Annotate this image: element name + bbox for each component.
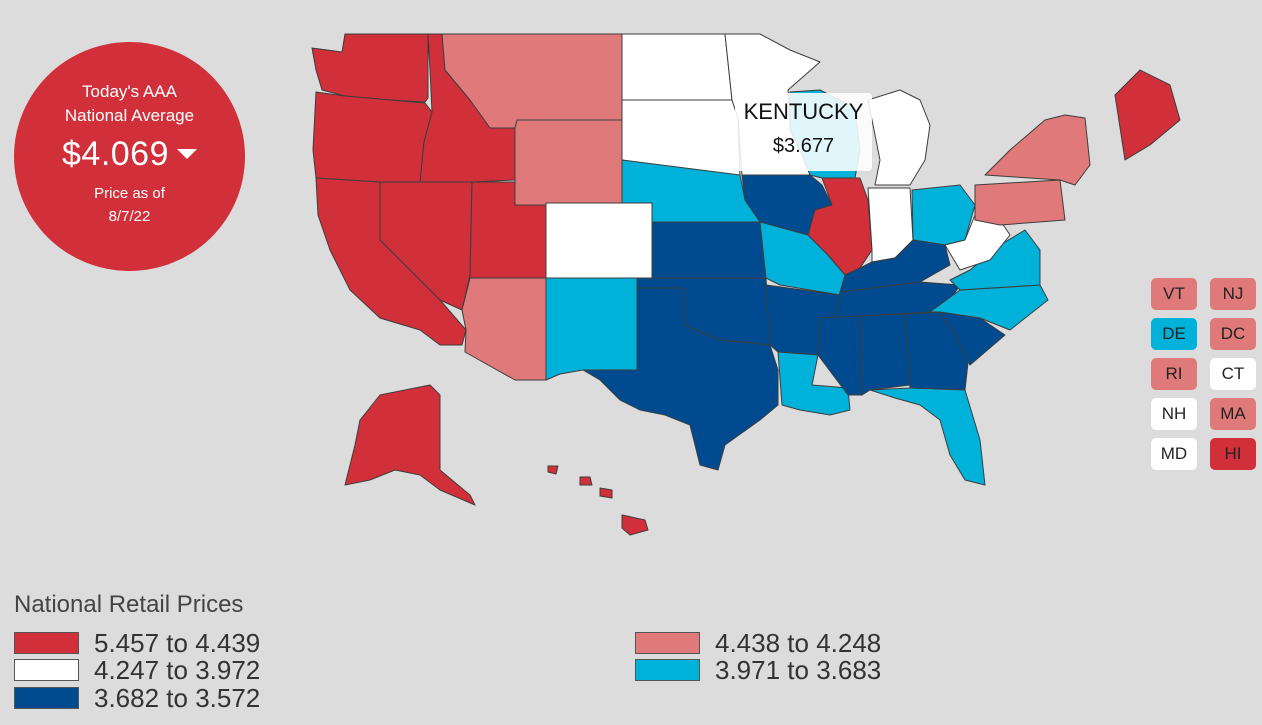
caret-down-icon[interactable] — [177, 149, 197, 160]
state-ohio[interactable] — [911, 184, 976, 246]
badge-line2: National Average — [64, 106, 195, 125]
state-wyoming[interactable] — [514, 119, 623, 206]
badge-line1: Today's AAA — [82, 82, 177, 101]
national-average-price[interactable]: $4.069 — [14, 135, 245, 174]
state-north-dakota[interactable] — [621, 33, 733, 101]
state-tooltip: KENTUCKY $3.677 — [735, 93, 872, 171]
state-washington[interactable] — [311, 33, 429, 103]
legend-swatch — [635, 632, 700, 654]
legend-swatch — [14, 687, 79, 709]
small-state-nh[interactable]: NH — [1151, 398, 1197, 430]
state-kansas[interactable] — [651, 221, 767, 279]
tooltip-state-name: KENTUCKY — [743, 99, 864, 124]
state-mississippi[interactable] — [817, 315, 863, 396]
national-average-badge: Today's AAA National Average $4.069 Pric… — [14, 42, 245, 271]
state-pennsylvania[interactable] — [974, 179, 1066, 226]
asof-line1: Price as of — [94, 185, 165, 202]
legend-swatch — [635, 659, 700, 681]
state-new-mexico[interactable] — [545, 277, 638, 381]
tooltip-state-price: $3.677 — [772, 135, 835, 157]
price-date: Price as of 8/7/22 — [14, 182, 245, 228]
small-state-nj[interactable]: NJ — [1210, 278, 1256, 310]
asof-line2: 8/7/22 — [108, 208, 151, 225]
legend-swatch — [14, 632, 79, 654]
state-kentucky[interactable] — [839, 239, 951, 293]
legend-label: 3.682 to 3.572 — [94, 683, 261, 713]
legend-swatch — [14, 659, 79, 681]
state-hawaii[interactable] — [547, 465, 649, 536]
legend-label: 5.457 to 4.439 — [94, 628, 261, 658]
state-alabama[interactable] — [859, 313, 911, 396]
small-state-md[interactable]: MD — [1151, 438, 1197, 470]
badge-heading: Today's AAA National Average — [14, 80, 245, 128]
small-state-dc[interactable]: DC — [1210, 318, 1256, 350]
state-new-york[interactable] — [984, 114, 1091, 186]
small-state-ma[interactable]: MA — [1210, 398, 1256, 430]
state-michigan[interactable] — [867, 89, 931, 186]
state-virginia[interactable] — [949, 229, 1041, 291]
price-value: $4.069 — [62, 135, 169, 173]
legend-title: National Retail Prices — [14, 591, 244, 618]
state-alaska[interactable] — [344, 384, 476, 506]
state-maine[interactable] — [1114, 69, 1181, 161]
state-texas[interactable] — [582, 287, 779, 471]
small-state-ri[interactable]: RI — [1151, 358, 1197, 390]
state-florida[interactable] — [869, 387, 986, 486]
small-state-hi[interactable]: HI — [1210, 438, 1256, 470]
legend-label: 4.438 to 4.248 — [715, 628, 882, 658]
state-colorado[interactable] — [545, 202, 653, 279]
state-oregon[interactable] — [312, 91, 433, 183]
state-west-virginia[interactable] — [944, 214, 1011, 271]
small-state-vt[interactable]: VT — [1151, 278, 1197, 310]
legend-label: 4.247 to 3.972 — [94, 655, 261, 685]
state-arizona[interactable] — [461, 277, 547, 381]
small-state-de[interactable]: DE — [1151, 318, 1197, 350]
state-louisiana[interactable] — [777, 351, 851, 416]
legend-label: 3.971 to 3.683 — [715, 655, 882, 685]
small-state-ct[interactable]: CT — [1210, 358, 1256, 390]
